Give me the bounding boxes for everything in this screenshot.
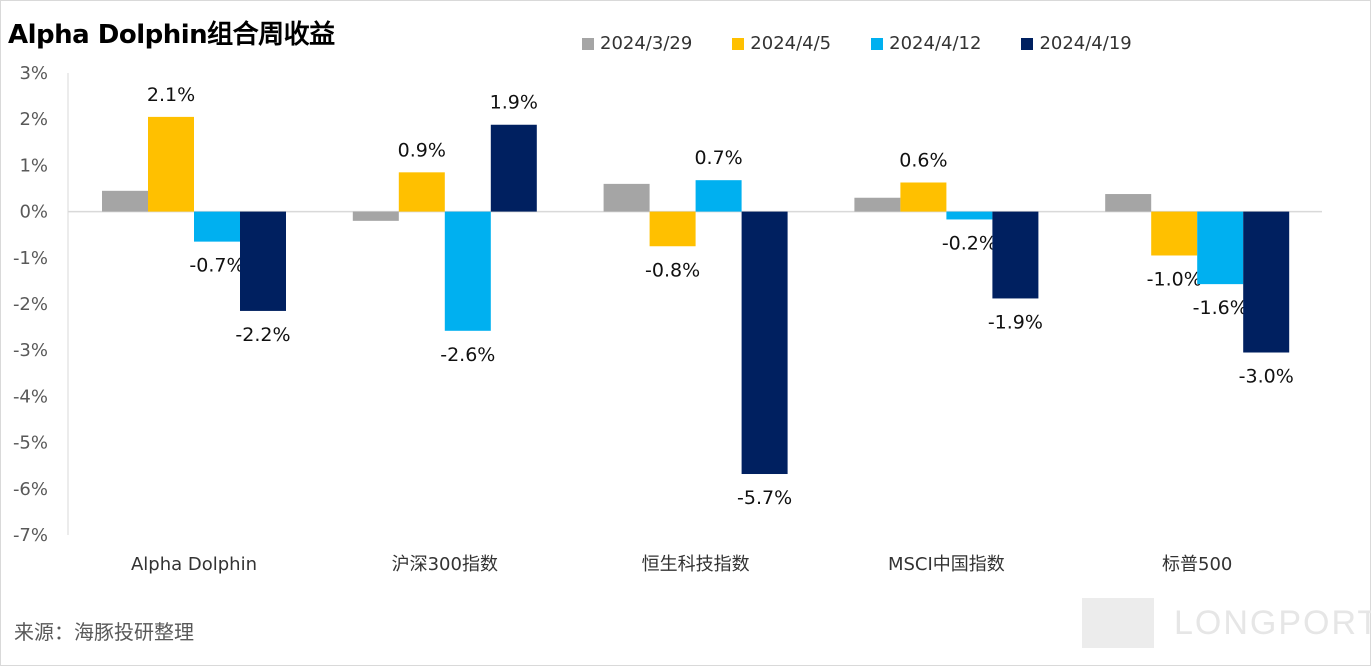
data-label: -0.8% (645, 259, 700, 281)
bar-3 (1197, 211, 1244, 285)
bar-3 (444, 211, 491, 331)
data-label: 0.6% (899, 149, 947, 171)
chart-legend: 2024/3/29 2024/4/5 2024/4/12 2024/4/19 (582, 33, 1172, 54)
bar-2 (148, 116, 194, 212)
legend-swatch-1 (582, 37, 594, 50)
legend-label-3: 2024/4/12 (889, 33, 982, 54)
data-label: -2.2% (235, 324, 290, 346)
y-tick-label: -1% (13, 248, 48, 269)
y-tick-label: 3% (19, 63, 48, 84)
category-label: 恒生科技指数 (642, 554, 750, 575)
data-label: -1.9% (988, 311, 1043, 333)
data-label: -1.0% (1147, 268, 1202, 290)
legend-label-4: 2024/4/19 (1039, 33, 1132, 54)
bar-2 (398, 172, 445, 212)
bar-3 (695, 180, 742, 212)
y-tick-label: 0% (19, 202, 48, 223)
legend-item-4: 2024/4/19 (1021, 33, 1132, 54)
bar-4 (992, 211, 1039, 299)
legend-label-2: 2024/4/5 (750, 33, 832, 54)
brand-logo-icon (1082, 598, 1154, 648)
data-label: -0.2% (942, 232, 997, 254)
data-label: -5.7% (737, 487, 792, 509)
bar-2 (649, 211, 696, 247)
data-label: 0.7% (694, 147, 742, 169)
legend-swatch-4 (1021, 37, 1034, 50)
y-tick-label: -3% (13, 340, 48, 361)
chart-title: Alpha Dolphin组合周收益 (8, 20, 335, 50)
legend-label-1: 2024/3/29 (600, 33, 693, 54)
bar-3 (946, 211, 993, 220)
bar-1 (854, 197, 901, 212)
bar-1 (102, 190, 148, 212)
data-label: 0.9% (398, 139, 446, 161)
data-label: 2.1% (147, 84, 195, 106)
category-label: Alpha Dolphin (131, 554, 257, 575)
brand-text: LONGPORT (1174, 603, 1371, 642)
category-label: 沪深300指数 (392, 554, 498, 575)
data-label: -1.6% (1193, 297, 1248, 319)
legend-item-1: 2024/3/29 (582, 33, 692, 54)
y-tick-label: 1% (19, 155, 48, 176)
y-tick-label: 2% (19, 109, 48, 130)
source-note: 来源：海豚投研整理 (14, 620, 194, 644)
bar-4 (490, 124, 537, 212)
data-label: -0.7% (189, 255, 244, 277)
data-label: -3.0% (1239, 366, 1294, 388)
category-label: 标普500 (1162, 554, 1232, 575)
bar-1 (1105, 194, 1152, 212)
legend-item-3: 2024/4/12 (871, 33, 981, 54)
bar-2 (900, 182, 947, 212)
bar-1 (603, 183, 650, 212)
y-tick-label: -7% (13, 525, 48, 546)
bar-2 (1151, 211, 1198, 256)
data-label: -2.6% (440, 344, 495, 366)
y-tick-label: -4% (13, 386, 48, 407)
y-tick-label: -2% (13, 294, 48, 315)
bar-4 (240, 211, 286, 311)
legend-item-2: 2024/4/5 (732, 33, 831, 54)
category-label: MSCI中国指数 (888, 554, 1005, 575)
bar-4 (741, 211, 788, 475)
data-label: 1.9% (490, 92, 538, 114)
y-tick-label: -5% (13, 433, 48, 454)
bar-4 (1243, 211, 1290, 353)
legend-swatch-2 (732, 37, 745, 50)
legend-swatch-3 (871, 37, 884, 50)
bar-3 (194, 211, 240, 242)
brand-watermark: LONGPORT (1082, 598, 1371, 648)
bar-1 (352, 211, 399, 221)
y-tick-label: -6% (13, 479, 48, 500)
